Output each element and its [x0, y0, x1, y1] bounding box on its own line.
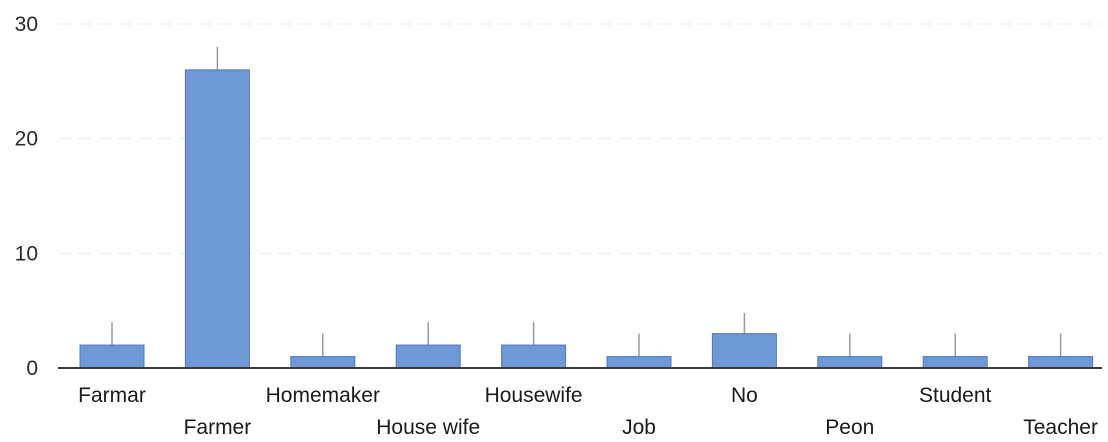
bar	[711, 333, 777, 369]
x-tick-label: Teacher	[1023, 416, 1098, 439]
x-tick-label: No	[731, 384, 758, 407]
bar	[922, 356, 988, 369]
bar	[817, 356, 883, 369]
bars	[79, 69, 1094, 369]
bar	[606, 356, 672, 369]
y-tick-label: 0	[26, 357, 38, 380]
x-tick-label: Peon	[825, 416, 874, 439]
x-tick-label: Student	[919, 384, 992, 407]
bar	[184, 69, 250, 369]
x-tick-label: Housewife	[485, 384, 583, 407]
bar	[501, 344, 567, 369]
x-tick-label: Homemaker	[266, 384, 380, 407]
x-tick-label: House wife	[376, 416, 480, 439]
error-bars	[111, 46, 1062, 357]
y-axis-ticks: 0 10 20 30	[15, 13, 38, 380]
x-tick-label: Farmer	[184, 416, 252, 439]
y-tick-label: 10	[15, 242, 38, 265]
bar	[290, 356, 356, 369]
bar	[395, 344, 461, 369]
bar	[1028, 356, 1094, 369]
y-tick-label: 20	[15, 128, 38, 151]
x-axis-labels: Farmar Farmer Homemaker House wifeHousewife…	[78, 384, 1098, 439]
x-tick-label: Job	[622, 416, 656, 439]
x-tick-label: Farmar	[78, 384, 146, 407]
bar	[79, 344, 145, 369]
y-tick-label: 30	[15, 13, 38, 36]
